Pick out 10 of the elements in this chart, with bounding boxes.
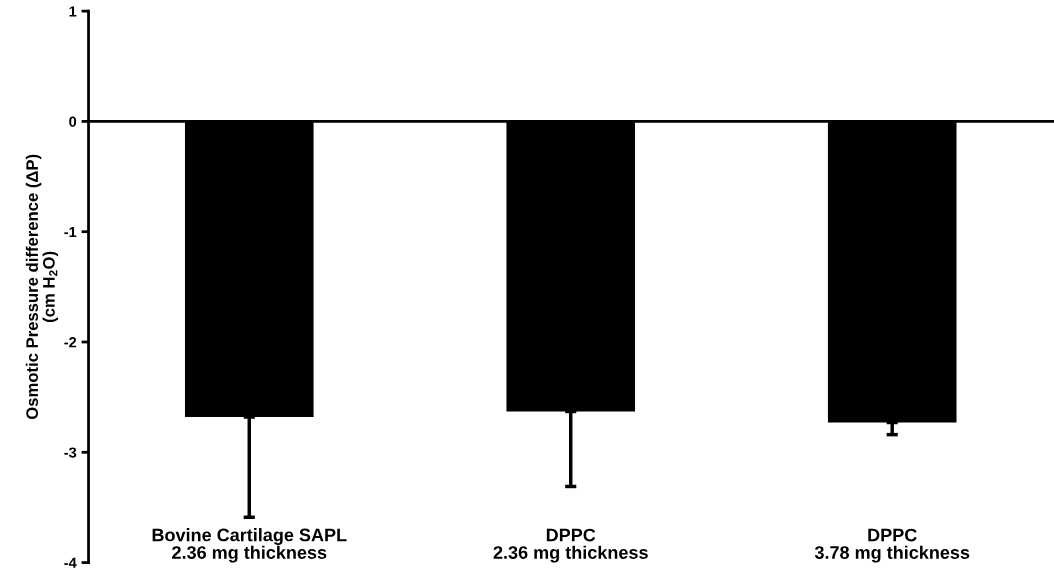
y-tick-label: -1 <box>64 226 77 237</box>
y-tick-label: -3 <box>64 447 77 458</box>
y-axis-title: Osmotic Pressure difference (ΔP) (cm H$_{2}$O) <box>25 154 59 420</box>
y-tick-label: 1 <box>69 6 77 17</box>
y-tick-label: -2 <box>64 337 77 348</box>
y-tick-label: -4 <box>64 557 77 568</box>
x-tick-label: DPPC 3.78 mg thickness <box>814 528 970 563</box>
x-tick-label: Bovine Cartilage SAPL 2.36 mg thickness <box>152 528 347 563</box>
y-tick-label: 0 <box>69 116 77 127</box>
x-tick-label: DPPC 2.36 mg thickness <box>493 528 648 563</box>
